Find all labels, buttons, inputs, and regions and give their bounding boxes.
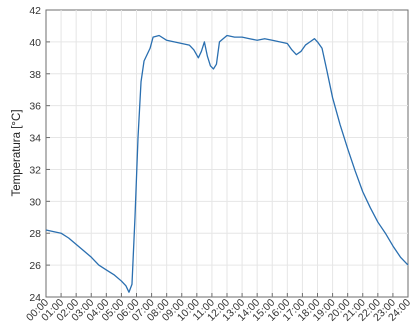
x-tick-labels: 00:0001:0002:0003:0004:0005:0006:0007:00… bbox=[24, 297, 413, 324]
y-tick-labels: 24 26 28 30 32 34 36 38 40 42 bbox=[29, 5, 41, 304]
y-tick-label: 38 bbox=[29, 69, 41, 81]
series-group bbox=[45, 34, 409, 293]
temperature-series-line bbox=[45, 34, 409, 293]
y-tick-label: 30 bbox=[29, 196, 41, 208]
y-tick-label: 34 bbox=[29, 133, 41, 145]
y-tick-label: 28 bbox=[29, 228, 41, 240]
axis-ticks bbox=[45, 9, 409, 298]
y-tick-label: 36 bbox=[29, 101, 41, 113]
y-tick-label: 40 bbox=[29, 37, 41, 49]
y-tick-label: 42 bbox=[29, 5, 41, 17]
y-axis-label: Temperatura [°C] bbox=[11, 109, 23, 196]
y-tick-label: 24 bbox=[29, 292, 41, 304]
y-tick-label: 26 bbox=[29, 260, 41, 272]
grid bbox=[46, 10, 408, 297]
y-tick-label: 32 bbox=[29, 164, 41, 176]
